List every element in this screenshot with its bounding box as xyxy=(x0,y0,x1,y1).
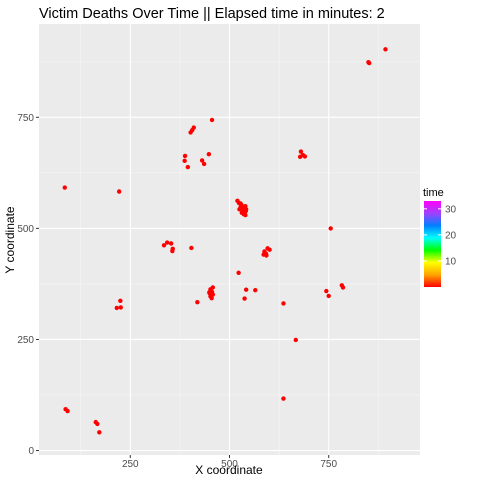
data-point xyxy=(164,240,170,245)
data-point xyxy=(95,421,100,427)
y-tick-label: 0 xyxy=(28,446,34,457)
data-point xyxy=(300,152,306,158)
data-point xyxy=(209,295,214,301)
data-point xyxy=(267,247,272,252)
data-point xyxy=(328,226,333,231)
data-point xyxy=(243,208,248,214)
data-point xyxy=(206,151,212,157)
data-point xyxy=(189,245,194,251)
x-tick-label: 500 xyxy=(221,459,238,470)
data-point xyxy=(182,158,187,164)
data-point xyxy=(236,270,241,276)
data-point xyxy=(97,430,102,435)
data-point xyxy=(367,60,372,66)
legend: time 10 20 30 xyxy=(423,187,457,287)
legend-tick-label: 10 xyxy=(445,256,457,267)
data-point xyxy=(264,253,269,258)
y-tick-label: 750 xyxy=(17,113,34,124)
data-point xyxy=(207,290,212,295)
data-point xyxy=(118,298,123,304)
legend-colorbar xyxy=(424,201,441,287)
y-tick-label: 250 xyxy=(17,335,34,346)
data-point xyxy=(201,161,207,167)
data-point xyxy=(65,408,70,414)
grid-lines xyxy=(39,24,420,455)
x-tick-label: 250 xyxy=(122,459,139,470)
data-point xyxy=(161,243,167,248)
data-point xyxy=(383,47,388,52)
legend-tick-label: 20 xyxy=(445,230,457,241)
y-axis-title: Y coordinate xyxy=(3,206,17,273)
legend-title: time xyxy=(423,187,444,199)
data-point xyxy=(199,158,205,163)
data-point xyxy=(209,117,215,123)
data-point xyxy=(238,201,243,206)
data-point xyxy=(243,212,248,218)
data-point xyxy=(324,288,329,294)
data-point xyxy=(185,164,191,170)
data-point xyxy=(114,305,119,311)
data-point xyxy=(326,293,331,299)
data-point xyxy=(281,396,286,401)
y-tick-label: 500 xyxy=(17,224,34,235)
data-point xyxy=(116,189,122,194)
data-point xyxy=(242,296,247,301)
legend-ticks: 10 20 30 xyxy=(424,204,457,267)
x-axis-title: X coordinate xyxy=(195,463,263,477)
chart-title: Victim Deaths Over Time || Elapsed time … xyxy=(39,6,385,22)
x-tick-label: 750 xyxy=(320,459,337,470)
data-point xyxy=(253,287,258,293)
data-point xyxy=(118,305,123,310)
data-point xyxy=(298,149,304,154)
x-axis: 250 500 750 xyxy=(122,455,337,470)
data-point xyxy=(195,299,200,305)
data-point xyxy=(243,287,249,292)
y-axis: 0 250 500 750 xyxy=(17,113,39,457)
data-points xyxy=(62,47,388,435)
data-point xyxy=(182,153,188,159)
data-point xyxy=(340,285,346,290)
data-point xyxy=(293,337,298,343)
data-point xyxy=(170,248,175,254)
legend-tick-label: 30 xyxy=(445,204,457,215)
data-point xyxy=(281,301,286,306)
data-point xyxy=(188,130,193,135)
data-point xyxy=(62,185,67,190)
data-point xyxy=(168,241,174,246)
